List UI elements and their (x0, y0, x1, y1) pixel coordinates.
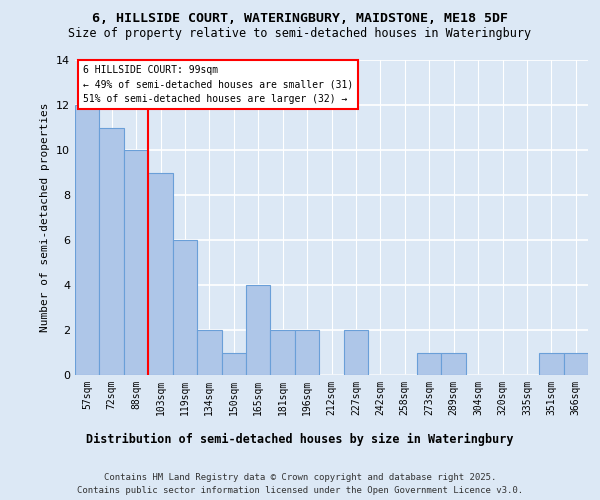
Bar (417, 352, 442, 375)
Text: Contains HM Land Registry data © Crown copyright and database right 2025.: Contains HM Land Registry data © Crown c… (104, 472, 496, 482)
Bar (246, 285, 271, 375)
Bar (563, 352, 588, 375)
Text: Size of property relative to semi-detached houses in Wateringbury: Size of property relative to semi-detach… (68, 28, 532, 40)
Bar (100, 128, 124, 375)
Text: 6 HILLSIDE COURT: 99sqm
← 49% of semi-detached houses are smaller (31)
51% of se: 6 HILLSIDE COURT: 99sqm ← 49% of semi-de… (83, 64, 353, 104)
Bar (344, 330, 368, 375)
Bar (75, 105, 100, 375)
Text: Distribution of semi-detached houses by size in Wateringbury: Distribution of semi-detached houses by … (86, 432, 514, 446)
Text: 6, HILLSIDE COURT, WATERINGBURY, MAIDSTONE, ME18 5DF: 6, HILLSIDE COURT, WATERINGBURY, MAIDSTO… (92, 12, 508, 26)
Text: Contains public sector information licensed under the Open Government Licence v3: Contains public sector information licen… (77, 486, 523, 495)
Y-axis label: Number of semi-detached properties: Number of semi-detached properties (40, 103, 50, 332)
Bar (221, 352, 246, 375)
Bar (295, 330, 319, 375)
Bar (173, 240, 197, 375)
Bar (539, 352, 563, 375)
Bar (197, 330, 221, 375)
Bar (271, 330, 295, 375)
Bar (124, 150, 148, 375)
Bar (148, 172, 173, 375)
Bar (442, 352, 466, 375)
